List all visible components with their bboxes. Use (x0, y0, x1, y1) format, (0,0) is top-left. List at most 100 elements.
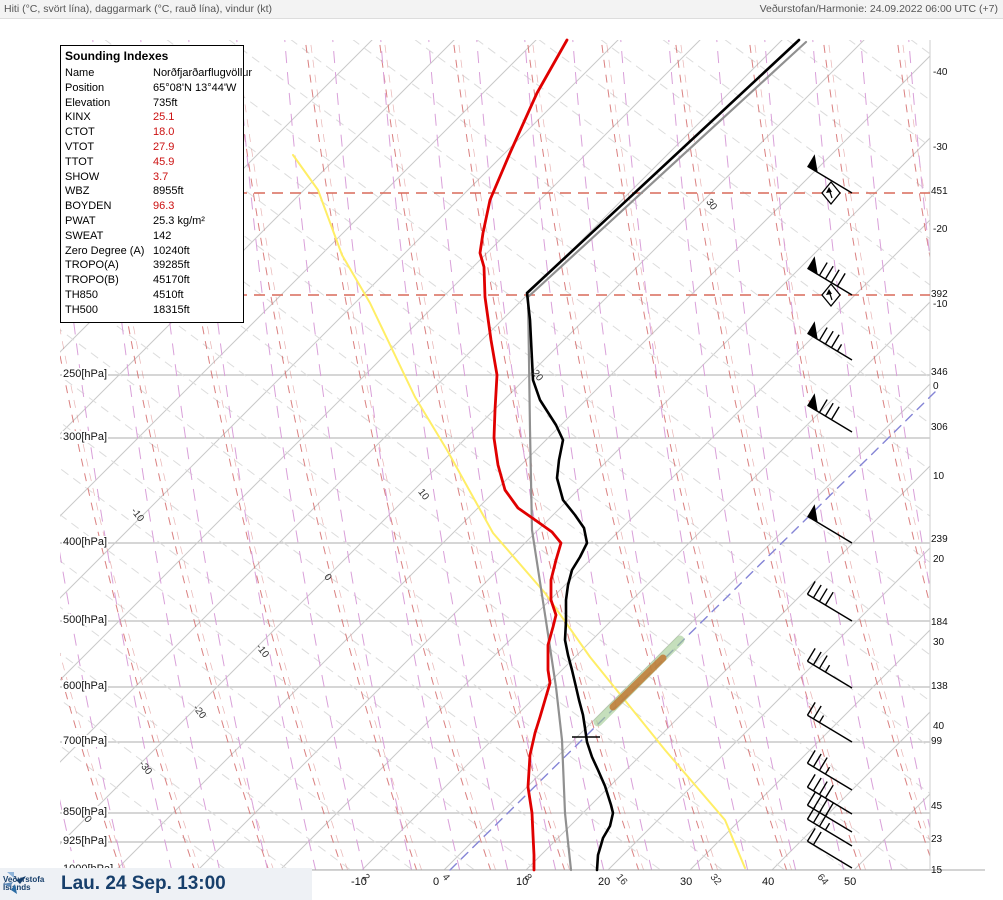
valid-time-label: Lau. 24 Sep. 13:00 (61, 873, 226, 894)
index-row: Elevation 735ft (65, 96, 239, 111)
temperature-axis-label: 40 (762, 876, 775, 888)
isotherm-exit-label: 20 (933, 554, 945, 565)
index-row: TH500 18315ft (65, 303, 239, 318)
index-row: TROPO(B) 45170ft (65, 273, 239, 288)
height-axis-label: 23 (931, 834, 943, 845)
legend-text: Hiti (°C, svört lína), daggarmark (°C, r… (4, 3, 273, 15)
index-row: PWAT 25.3 kg/m² (65, 214, 239, 229)
index-value: 735ft (153, 96, 178, 109)
wind-barb (807, 256, 853, 296)
zero-degree-isotherm (449, 391, 936, 871)
index-value: 10240ft (153, 244, 190, 257)
tropopause-diamond-icon (821, 282, 841, 308)
top-header-bar: Hiti (°C, svört lína), daggarmark (°C, r… (0, 0, 1003, 19)
pressure-axis-label: 400[hPa] (62, 536, 109, 548)
pressure-axis-label: 250[hPa] (62, 368, 109, 380)
wind-barb (807, 154, 853, 194)
index-value: 45.9 (153, 155, 175, 168)
index-row: Position 65°08'N 13°44'W (65, 81, 239, 96)
index-row: BOYDEN 96.3 (65, 199, 239, 214)
isotherm-exit-label: -40 (933, 67, 948, 78)
wind-barb (806, 750, 853, 791)
index-row: TH850 4510ft (65, 288, 239, 303)
isotherm-exit-label: -10 (933, 299, 948, 310)
index-row: SWEAT 142 (65, 229, 239, 244)
index-row: TROPO(A) 39285ft (65, 258, 239, 273)
height-axis-label: 392 (931, 289, 948, 300)
index-label: WBZ (65, 185, 90, 198)
index-value: 25.3 kg/m² (153, 214, 205, 227)
wind-barb-column (806, 154, 853, 869)
height-axis-label: 15 (931, 865, 943, 876)
index-row: WBZ 8955ft (65, 184, 239, 199)
isotherm-exit-label: -30 (933, 142, 948, 153)
wind-barb (806, 828, 853, 869)
temperature-axis-label: 20 (598, 876, 611, 888)
highlight-layer-orange (609, 654, 667, 711)
temperature-axis-label: 0 (433, 876, 440, 888)
dewpoint-curve (478, 38, 569, 872)
wind-barb (806, 581, 853, 622)
temperature-axis-label: 10 (516, 876, 529, 888)
temperature-curve (525, 38, 801, 872)
isotherm-exit-label: 10 (933, 471, 945, 482)
index-row: CTOT 18.0 (65, 125, 239, 140)
height-axis-label: 184 (931, 617, 948, 628)
index-label: KINX (65, 111, 91, 124)
index-label: Zero Degree (A) (65, 244, 145, 257)
wind-barb (806, 648, 853, 689)
temperature-axis-label: 50 (844, 876, 857, 888)
index-value: 142 (153, 229, 172, 242)
wind-barb (806, 774, 853, 815)
index-value: 18315ft (153, 303, 190, 316)
index-label: BOYDEN (65, 200, 112, 213)
index-label: TH500 (65, 303, 99, 316)
height-axis-label: 138 (931, 681, 948, 692)
isotherm-exit-label: -20 (933, 224, 948, 235)
index-row: VTOT 27.9 (65, 140, 239, 155)
index-label: SWEAT (65, 229, 104, 242)
vedurstofa-logo-icon (3, 872, 26, 894)
index-row: TTOT 45.9 (65, 155, 239, 170)
height-axis-label: 99 (931, 736, 943, 747)
index-value: 25.1 (153, 111, 175, 124)
height-axis-label: 306 (931, 422, 948, 433)
temperature-axis-label: 30 (680, 876, 693, 888)
index-value: 45170ft (153, 274, 190, 287)
height-axis-label: 239 (931, 534, 948, 545)
wind-barb (807, 321, 853, 361)
index-label: Position (65, 81, 105, 94)
index-value: 39285ft (153, 259, 190, 272)
index-row: KINX 25.1 (65, 110, 239, 125)
wind-barb (806, 806, 853, 847)
index-label: TH850 (65, 288, 99, 301)
isotherm-exit-label: 30 (933, 637, 945, 648)
yellow-adiabat-line (292, 154, 746, 869)
sounding-indexes-box: Sounding Indexes Name Norðfjarðarflugvöll… (60, 45, 252, 323)
pressure-axis-label: 850[hPa] (62, 806, 109, 818)
index-label: VTOT (65, 140, 95, 153)
index-value: 96.3 (153, 200, 175, 213)
index-value: Norðfjarðarflugvöllur (153, 67, 253, 79)
wind-barb (806, 702, 853, 743)
index-label: SHOW (65, 170, 100, 183)
index-label: PWAT (65, 214, 96, 227)
pressure-axis-label: 300[hPa] (62, 431, 109, 443)
index-label: TTOT (65, 155, 94, 168)
height-axis-label: 451 (931, 186, 948, 197)
index-row: SHOW 3.7 (65, 170, 239, 185)
wind-barb (807, 504, 853, 544)
isotherm-exit-label: 40 (933, 721, 945, 732)
index-label: Elevation (65, 96, 111, 109)
index-label: CTOT (65, 126, 95, 139)
model-run-text: Veðurstofan/Harmonie: 24.09.2022 06:00 U… (759, 3, 998, 15)
index-value: 27.9 (153, 140, 175, 153)
index-value: 8955ft (153, 185, 184, 198)
wind-barb (807, 393, 853, 433)
isotherm-exit-label: 0 (933, 381, 939, 392)
parcel-curve (526, 40, 808, 872)
index-label: TROPO(B) (65, 274, 119, 287)
index-value: 65°08'N 13°44'W (153, 81, 237, 94)
